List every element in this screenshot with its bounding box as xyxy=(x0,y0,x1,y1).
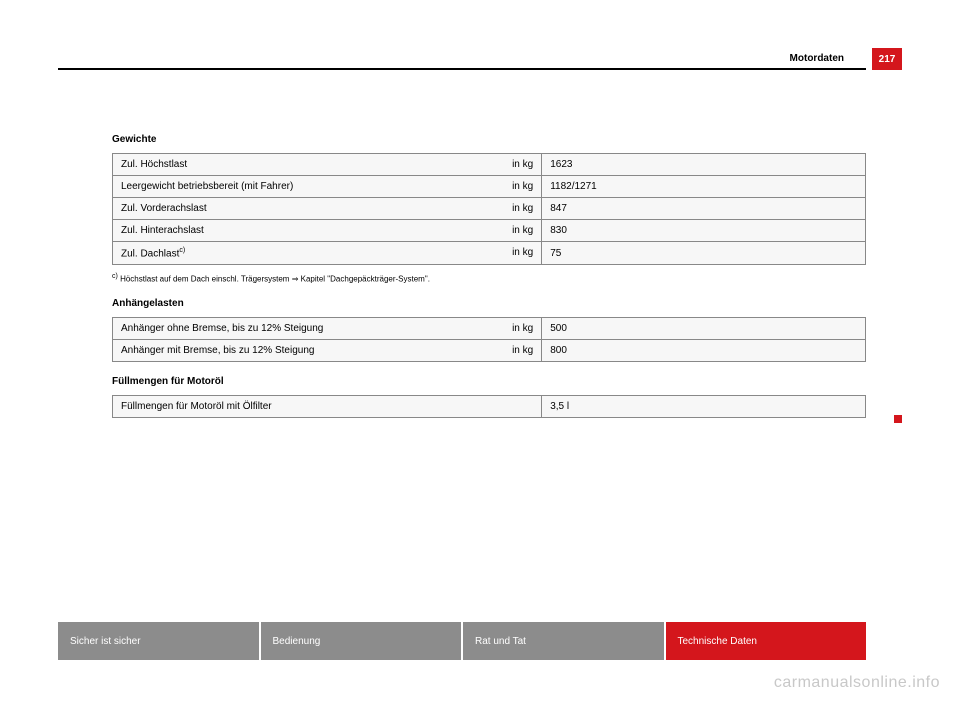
cell-value: 800 xyxy=(542,339,866,361)
cell-label: Anhänger mit Bremse, bis zu 12% Steigung xyxy=(121,345,314,356)
footnote-text: Höchstlast auf dem Dach einschl. Trägers… xyxy=(118,275,430,284)
table-row: Füllmengen für Motoröl mit Ölfilter 3,5 … xyxy=(113,395,866,417)
cell-value: 1623 xyxy=(542,154,866,176)
watermark: carmanualsonline.info xyxy=(774,674,940,692)
cell-label: Zul. Höchstlast xyxy=(121,159,187,170)
cell-value: 1182/1271 xyxy=(542,176,866,198)
table-row: Zul. Höchstlast in kg 1623 xyxy=(113,154,866,176)
content-area: Gewichte Zul. Höchstlast in kg 1623 Leerg… xyxy=(112,120,866,418)
cell-label: Leergewicht betriebsbereit (mit Fahrer) xyxy=(121,181,293,192)
header-rule xyxy=(58,68,866,70)
cell-value: 847 xyxy=(542,198,866,220)
cell-value: 75 xyxy=(542,242,866,265)
tab-label: Technische Daten xyxy=(678,636,758,647)
cell-sup: c) xyxy=(179,247,185,254)
header-title: Motordaten xyxy=(790,53,844,64)
tab-rat[interactable]: Rat und Tat xyxy=(463,622,664,660)
cell-unit: in kg xyxy=(512,345,533,356)
table-row: Zul. Vorderachslast in kg 847 xyxy=(113,198,866,220)
cell-label: Zul. Dachlast xyxy=(121,248,179,259)
cell-unit: in kg xyxy=(512,159,533,170)
cell-value: 3,5 l xyxy=(542,395,866,417)
cell-unit: in kg xyxy=(512,225,533,236)
cell-unit: in kg xyxy=(512,323,533,334)
cell-label: Füllmengen für Motoröl mit Ölfilter xyxy=(113,395,542,417)
tab-sicher[interactable]: Sicher ist sicher xyxy=(58,622,259,660)
page: Motordaten 217 Gewichte Zul. Höchstlast i… xyxy=(0,0,960,708)
tab-bedienung[interactable]: Bedienung xyxy=(261,622,462,660)
gewichte-table: Zul. Höchstlast in kg 1623 Leergewicht be… xyxy=(112,153,866,265)
cell-value: 830 xyxy=(542,220,866,242)
cell-unit: in kg xyxy=(512,203,533,214)
cell-unit: in kg xyxy=(512,247,533,259)
cell-value: 500 xyxy=(542,317,866,339)
table-row: Anhänger mit Bremse, bis zu 12% Steigung… xyxy=(113,339,866,361)
fuellmengen-table: Füllmengen für Motoröl mit Ölfilter 3,5 … xyxy=(112,395,866,418)
end-marker-icon xyxy=(894,415,902,423)
cell-label: Zul. Hinterachslast xyxy=(121,225,204,236)
gewichte-footnote: c) Höchstlast auf dem Dach einschl. Träg… xyxy=(112,273,866,284)
anhaengelasten-heading: Anhängelasten xyxy=(112,298,866,309)
cell-unit: in kg xyxy=(512,181,533,192)
anhaengelasten-table: Anhänger ohne Bremse, bis zu 12% Steigun… xyxy=(112,317,866,362)
tab-label: Sicher ist sicher xyxy=(70,636,141,647)
footer-tabs: Sicher ist sicher Bedienung Rat und Tat … xyxy=(58,622,866,660)
table-row: Anhänger ohne Bremse, bis zu 12% Steigun… xyxy=(113,317,866,339)
gewichte-heading: Gewichte xyxy=(112,134,866,145)
table-row: Zul. Hinterachslast in kg 830 xyxy=(113,220,866,242)
cell-label: Zul. Vorderachslast xyxy=(121,203,207,214)
tab-label: Rat und Tat xyxy=(475,636,526,647)
page-number-badge: 217 xyxy=(872,48,902,70)
cell-label: Anhänger ohne Bremse, bis zu 12% Steigun… xyxy=(121,323,323,334)
table-row: Leergewicht betriebsbereit (mit Fahrer) i… xyxy=(113,176,866,198)
table-row: Zul. Dachlastc) in kg 75 xyxy=(113,242,866,265)
tab-label: Bedienung xyxy=(273,636,321,647)
page-number: 217 xyxy=(879,54,896,65)
tab-technische[interactable]: Technische Daten xyxy=(666,622,867,660)
fuellmengen-heading: Füllmengen für Motoröl xyxy=(112,376,866,387)
